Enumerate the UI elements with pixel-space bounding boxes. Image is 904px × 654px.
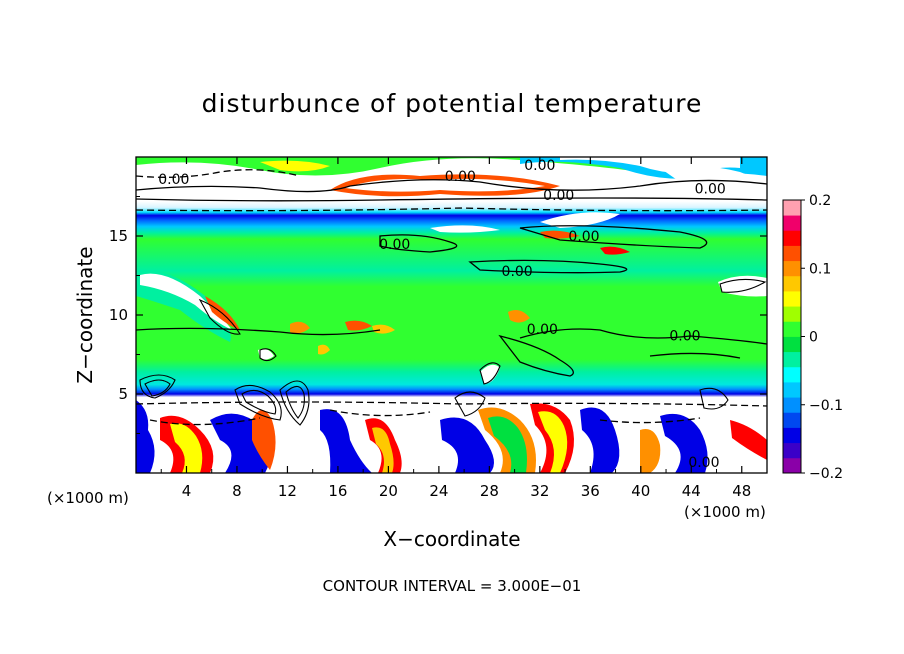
contour-clusters — [139, 278, 767, 426]
contour-label: 0.00 — [524, 158, 555, 174]
y-axis: 5 10 15 — [109, 196, 767, 434]
colorbar-swatch — [783, 336, 801, 353]
contour-label: 0.00 — [502, 264, 533, 280]
contour-label: 0.00 — [527, 322, 558, 338]
contour-interval-note: CONTOUR INTERVAL = 3.000E−01 — [323, 577, 582, 595]
colorbar: 0.2 0.1 0 −0.1 −0.2 — [782, 193, 843, 482]
colorbar-swatch — [783, 442, 801, 459]
colorbar-swatch — [783, 306, 801, 322]
colorbar-swatch — [783, 215, 801, 231]
colorbar-tick-label: −0.1 — [809, 398, 843, 414]
contour-label: 0.00 — [379, 237, 410, 253]
x-tick-label: 48 — [732, 482, 751, 500]
x-axis-unit: (×1000 m) — [684, 503, 766, 521]
colorbar-tick-label: 0 — [809, 330, 818, 346]
x-tick-label: 36 — [581, 482, 600, 500]
contour-label: 0.00 — [158, 172, 189, 188]
colorbar-swatch — [783, 245, 801, 262]
y-tick-label: 10 — [109, 306, 128, 324]
colorbar-tick-label: 0.2 — [809, 193, 831, 209]
colorbar-swatch — [783, 260, 801, 277]
colorbar-swatch — [783, 275, 801, 292]
y-axis-label: Z−coordinate — [73, 246, 97, 383]
colorbar-swatch — [783, 200, 801, 216]
y-tick-label: 5 — [118, 385, 128, 403]
y-tick-label: 15 — [109, 227, 128, 245]
colorbar-swatch — [783, 457, 801, 474]
upper-layer-structures — [136, 157, 767, 255]
x-axis: 4 8 12 16 20 24 28 32 36 40 44 48 — [160, 157, 751, 500]
contour-lines — [136, 179, 767, 377]
contour-labels: 0.00 0.00 0.00 0.00 0.00 0.00 0.00 0.00 0.00 0.00… — [158, 158, 726, 471]
heatmap-field: 0.00 0.00 0.00 0.00 0.00 0.00 0.00 0.00 0.00 0.00… — [136, 157, 767, 473]
colorbar-swatch — [783, 351, 801, 368]
colorbar-swatch — [783, 366, 801, 383]
contour-label: 0.00 — [669, 329, 700, 345]
colorbar-swatch — [783, 427, 801, 444]
x-tick-label: 12 — [278, 482, 297, 500]
x-tick-label: 40 — [631, 482, 650, 500]
x-tick-label: 20 — [379, 482, 398, 500]
contour-dashed-lines — [136, 169, 767, 426]
lower-layer-structures — [136, 399, 767, 473]
x-tick-label: 24 — [429, 482, 448, 500]
x-tick-label: 28 — [480, 482, 499, 500]
x-axis-label: X−coordinate — [383, 527, 520, 551]
colorbar-tick-label: −0.2 — [809, 466, 843, 482]
colorbar-swatch — [783, 321, 801, 337]
x-tick-label: 4 — [182, 482, 192, 500]
x-tick-label: 16 — [328, 482, 347, 500]
contour-label: 0.00 — [695, 182, 726, 198]
y-axis-unit: (×1000 m) — [47, 489, 129, 507]
contour-label: 0.00 — [688, 455, 719, 471]
contour-label: 0.00 — [445, 169, 476, 185]
colorbar-swatch — [783, 382, 801, 398]
colorbar-swatch — [783, 412, 801, 428]
x-tick-label: 44 — [682, 482, 701, 500]
colorbar-tick-label: 0.1 — [809, 261, 831, 277]
contour-label: 0.00 — [543, 188, 574, 204]
colorbar-swatch — [783, 291, 801, 307]
colorbar-swatch — [783, 230, 801, 246]
colorbar-swatch — [783, 397, 801, 413]
contour-label: 0.00 — [568, 229, 599, 245]
x-tick-label: 32 — [530, 482, 549, 500]
x-tick-label: 8 — [232, 482, 242, 500]
chart-title: disturbunce of potential temperature — [202, 89, 703, 118]
